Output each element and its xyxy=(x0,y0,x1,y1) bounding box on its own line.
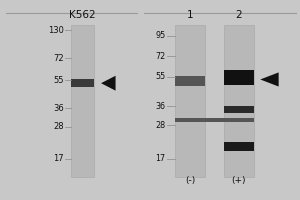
Bar xyxy=(175,76,205,86)
Bar xyxy=(175,118,254,122)
Text: 72: 72 xyxy=(53,54,64,63)
Text: 2: 2 xyxy=(236,10,242,20)
Bar xyxy=(175,25,205,177)
Bar xyxy=(224,70,254,85)
Bar xyxy=(224,25,254,177)
Bar xyxy=(71,25,94,177)
Polygon shape xyxy=(260,72,279,87)
Text: 55: 55 xyxy=(54,76,64,85)
Text: 95: 95 xyxy=(155,31,165,40)
Bar xyxy=(71,79,94,87)
Bar xyxy=(224,142,254,151)
Text: 1: 1 xyxy=(187,10,193,20)
Text: 36: 36 xyxy=(155,102,165,111)
Text: 17: 17 xyxy=(155,154,165,163)
Text: 55: 55 xyxy=(155,72,165,81)
Text: 130: 130 xyxy=(48,26,64,35)
Text: (+): (+) xyxy=(232,176,246,185)
Text: 17: 17 xyxy=(53,154,64,163)
Text: K562: K562 xyxy=(69,10,96,20)
Bar xyxy=(224,106,254,113)
Text: 28: 28 xyxy=(155,121,165,130)
Polygon shape xyxy=(101,76,116,91)
Text: 28: 28 xyxy=(53,122,64,131)
Text: 72: 72 xyxy=(155,52,165,61)
Text: 36: 36 xyxy=(53,104,64,113)
Text: (-): (-) xyxy=(185,176,195,185)
